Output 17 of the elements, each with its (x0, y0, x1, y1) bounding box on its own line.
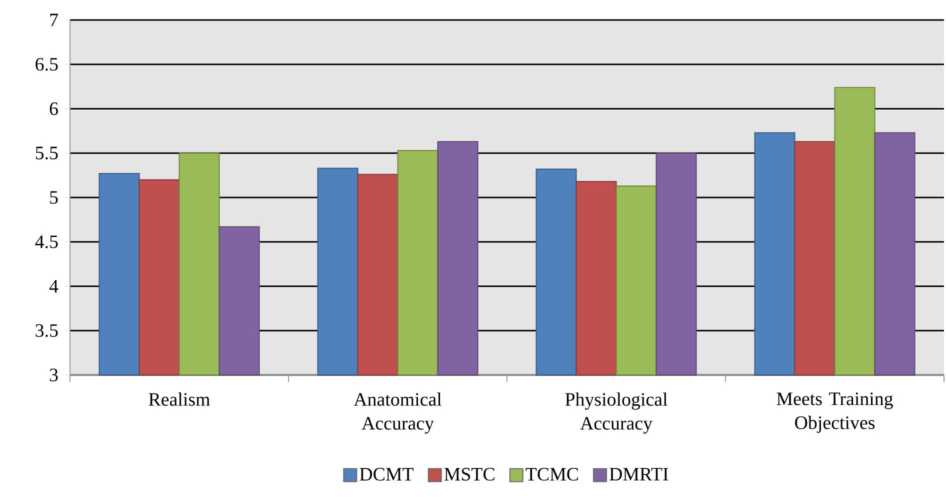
legend-label: DMRTI (610, 468, 668, 480)
legend-label: TCMC (526, 468, 578, 481)
y-tick-label: 3.5 (36, 324, 58, 338)
x-tick-label: Anatomical Accuracy (354, 392, 442, 434)
y-tick-label: 6 (50, 102, 58, 116)
x-tick-label: Realism (148, 392, 210, 406)
legend-label: DCMT (360, 468, 414, 481)
y-tick-label: 4 (49, 280, 58, 292)
legend-label: MSTC (444, 468, 494, 481)
y-tick-label: 6.5 (36, 58, 58, 71)
x-tick-label: Physiological Accuracy (565, 392, 668, 434)
y-tick-label: 3 (50, 368, 58, 382)
y-tick-label: 7 (50, 14, 58, 26)
y-tick-label: 4.5 (35, 236, 58, 248)
y-tick-label: 5 (50, 191, 58, 204)
y-tick-label: 5.5 (36, 146, 58, 160)
x-tick-label: Meets Training Objectives (776, 392, 893, 433)
